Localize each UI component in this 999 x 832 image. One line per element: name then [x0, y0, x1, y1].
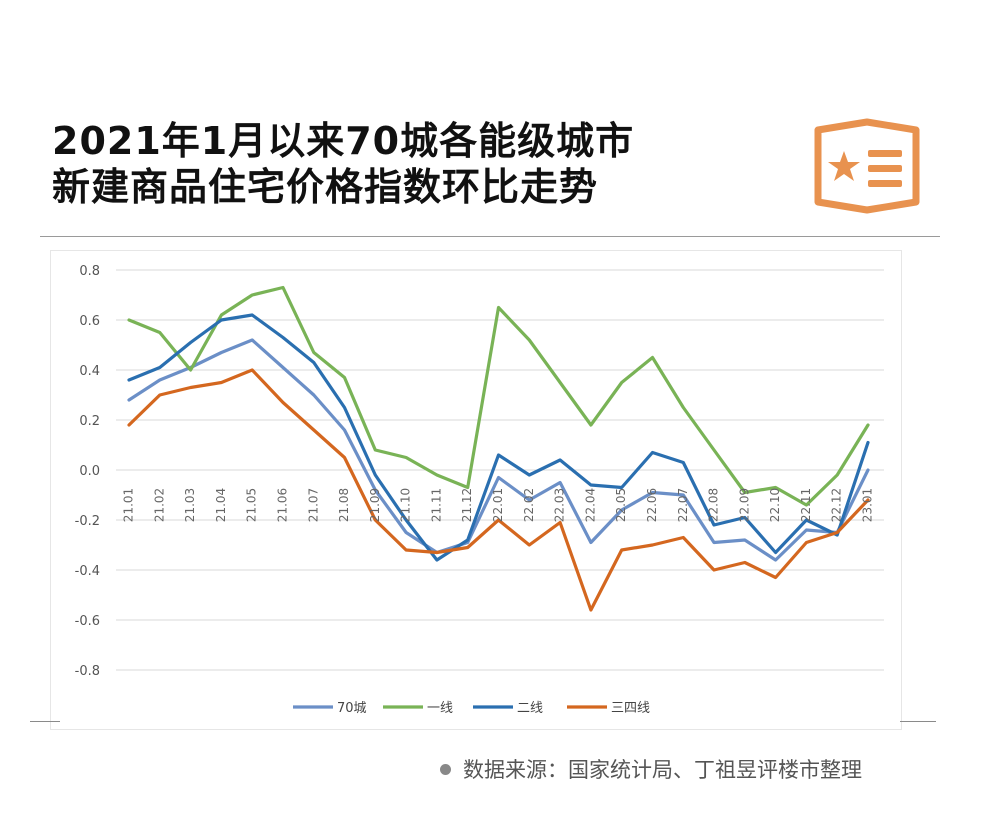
x-tick-label: 21.02: [152, 488, 166, 522]
x-tick-label: 21.04: [214, 488, 228, 522]
x-tick-label: 22.06: [645, 488, 659, 522]
x-axis-ticks: 21.01 21.02 21.03 21.04 21.05 21.06 21.07 21.08…: [122, 488, 875, 522]
x-tick-label: 22.10: [768, 488, 782, 522]
x-tick-label: 21.09: [368, 488, 382, 522]
divider-bottom-right: [900, 721, 936, 722]
grid-lines: [116, 269, 884, 671]
legend-label: 二线: [517, 701, 543, 716]
x-tick-label: 22.07: [676, 488, 690, 522]
x-tick-label: 22.01: [491, 488, 505, 522]
bullet-dot-icon: [440, 763, 451, 775]
series-line-一线: [127, 285, 870, 507]
x-tick-label: 22.09: [737, 488, 751, 522]
x-tick-label: 22.11: [799, 488, 813, 522]
y-axis-ticks: 0.8 0.6 0.4 0.2 0.0 -0.2 -0.4 -0.6 -0.8: [75, 264, 100, 679]
y-tick-label: 0.0: [79, 464, 100, 479]
data-source-text: 数据来源：国家统计局、丁祖昱评楼市整理: [463, 758, 862, 782]
series-line-70城: [127, 338, 870, 562]
y-tick-label: -0.6: [75, 614, 100, 629]
x-tick-label: 21.06: [275, 488, 289, 522]
x-tick-label: 23.01: [861, 488, 875, 522]
x-tick-label: 22.12: [830, 488, 844, 522]
series-line-二线: [127, 313, 870, 562]
title-line-1: 2021年1月以来70城各能级城市: [52, 119, 635, 163]
y-tick-label: -0.8: [75, 664, 100, 679]
data-source-note: 数据来源：国家统计局、丁祖昱评楼市整理: [440, 754, 862, 784]
y-tick-label: 0.4: [79, 364, 100, 379]
x-tick-label: 22.03: [553, 488, 567, 522]
divider-bottom-left: [30, 721, 60, 722]
x-tick-label: 21.05: [245, 488, 259, 522]
page-title: 2021年1月以来70城各能级城市 新建商品住宅价格指数环比走势: [52, 118, 634, 210]
y-tick-label: -0.4: [75, 564, 100, 579]
title-line-2: 新建商品住宅价格指数环比走势: [52, 165, 599, 209]
x-tick-label: 21.07: [306, 488, 320, 522]
x-tick-label: 22.04: [583, 488, 597, 522]
x-tick-label: 21.11: [429, 488, 443, 522]
legend-label: 一线: [427, 701, 453, 716]
legend-label: 70城: [337, 701, 367, 716]
x-tick-label: 22.02: [522, 488, 536, 522]
star-list-badge-icon: [814, 118, 920, 214]
series-line-三四线: [127, 368, 870, 612]
x-tick-label: 21.10: [399, 488, 413, 522]
x-tick-label: 21.01: [122, 488, 136, 522]
x-tick-label: 22.05: [614, 488, 628, 522]
x-tick-label: 21.08: [337, 488, 351, 522]
y-tick-label: -0.2: [75, 514, 100, 529]
x-tick-label: 21.03: [183, 488, 197, 522]
legend: 70城 一线 二线 三四线: [293, 701, 650, 716]
legend-label: 三四线: [611, 701, 650, 716]
y-tick-label: 0.6: [79, 314, 100, 329]
x-tick-label: 21.12: [460, 488, 474, 522]
y-tick-label: 0.2: [79, 414, 100, 429]
series-lines: [127, 285, 870, 612]
y-tick-label: 0.8: [79, 264, 100, 279]
divider-top: [40, 236, 940, 237]
x-tick-label: 22.08: [707, 488, 721, 522]
